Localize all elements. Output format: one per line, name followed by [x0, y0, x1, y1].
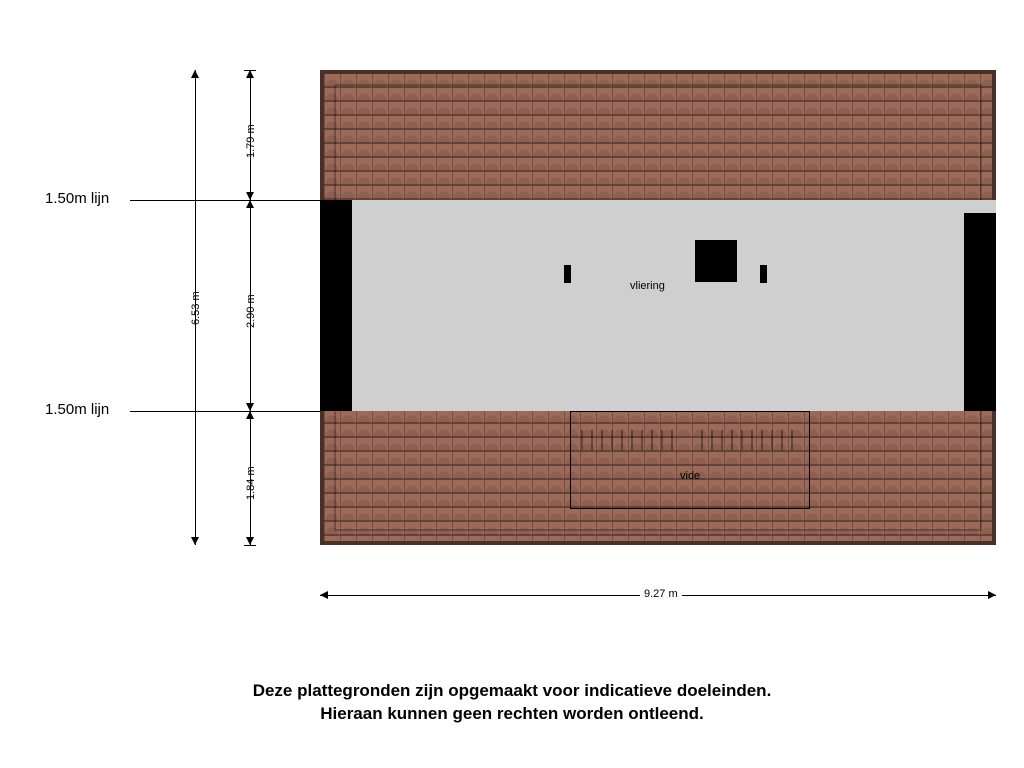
dim-total-horizontal-arrow-left	[320, 591, 328, 599]
floor-object-large	[695, 240, 737, 282]
height-line-upper	[130, 200, 320, 201]
dim-seg3-arrow-top	[246, 411, 254, 419]
dim-total-horizontal-arrow-right	[988, 591, 996, 599]
vide-hatch-right	[701, 430, 799, 450]
dim-seg3-arrow-bottom	[246, 537, 254, 545]
height-line-label-lower: 1.50m lijn	[45, 401, 109, 418]
dim-seg1-arrow-top	[246, 70, 254, 78]
vide-box	[570, 411, 810, 509]
wall-end-right	[964, 213, 996, 411]
dim-tick-200	[244, 200, 256, 201]
dim-seg1-label: 1.79 m	[245, 124, 257, 158]
dim-seg2-label: 2.90 m	[245, 294, 257, 328]
caption: Deze plattegronden zijn opgemaakt voor i…	[0, 680, 1024, 726]
floorplan: vliering vide	[320, 70, 996, 545]
caption-line1: Deze plattegronden zijn opgemaakt voor i…	[0, 680, 1024, 703]
floor-object-small-left	[564, 265, 571, 283]
caption-line2: Hieraan kunnen geen rechten worden ontle…	[0, 703, 1024, 726]
dim-seg2-arrow-bottom	[246, 403, 254, 411]
dim-seg2-arrow-top	[246, 200, 254, 208]
dim-total-vertical-label: 6.53 m	[190, 291, 202, 325]
dim-total-vertical-arrow-top	[191, 70, 199, 78]
height-line-label-upper: 1.50m lijn	[45, 190, 109, 207]
floor-object-small-right	[760, 265, 767, 283]
height-line-lower	[130, 411, 320, 412]
floorplan-canvas: vliering vide 1.50m lijn 1.50m lijn 6.53…	[0, 0, 1024, 768]
wall-end-left	[320, 200, 352, 411]
dim-seg3-label: 1.84 m	[245, 466, 257, 500]
dim-tick-top	[244, 70, 256, 71]
dim-total-vertical-arrow-bottom	[191, 537, 199, 545]
dim-total-horizontal-label: 9.27 m	[640, 588, 682, 600]
dim-tick-bottom	[244, 545, 256, 546]
dim-seg1-arrow-bottom	[246, 192, 254, 200]
attic-floor	[320, 200, 996, 411]
dim-tick-411	[244, 411, 256, 412]
vide-hatch-left	[581, 430, 679, 450]
room-label-vide: vide	[680, 470, 700, 482]
room-label-vliering: vliering	[630, 280, 665, 292]
